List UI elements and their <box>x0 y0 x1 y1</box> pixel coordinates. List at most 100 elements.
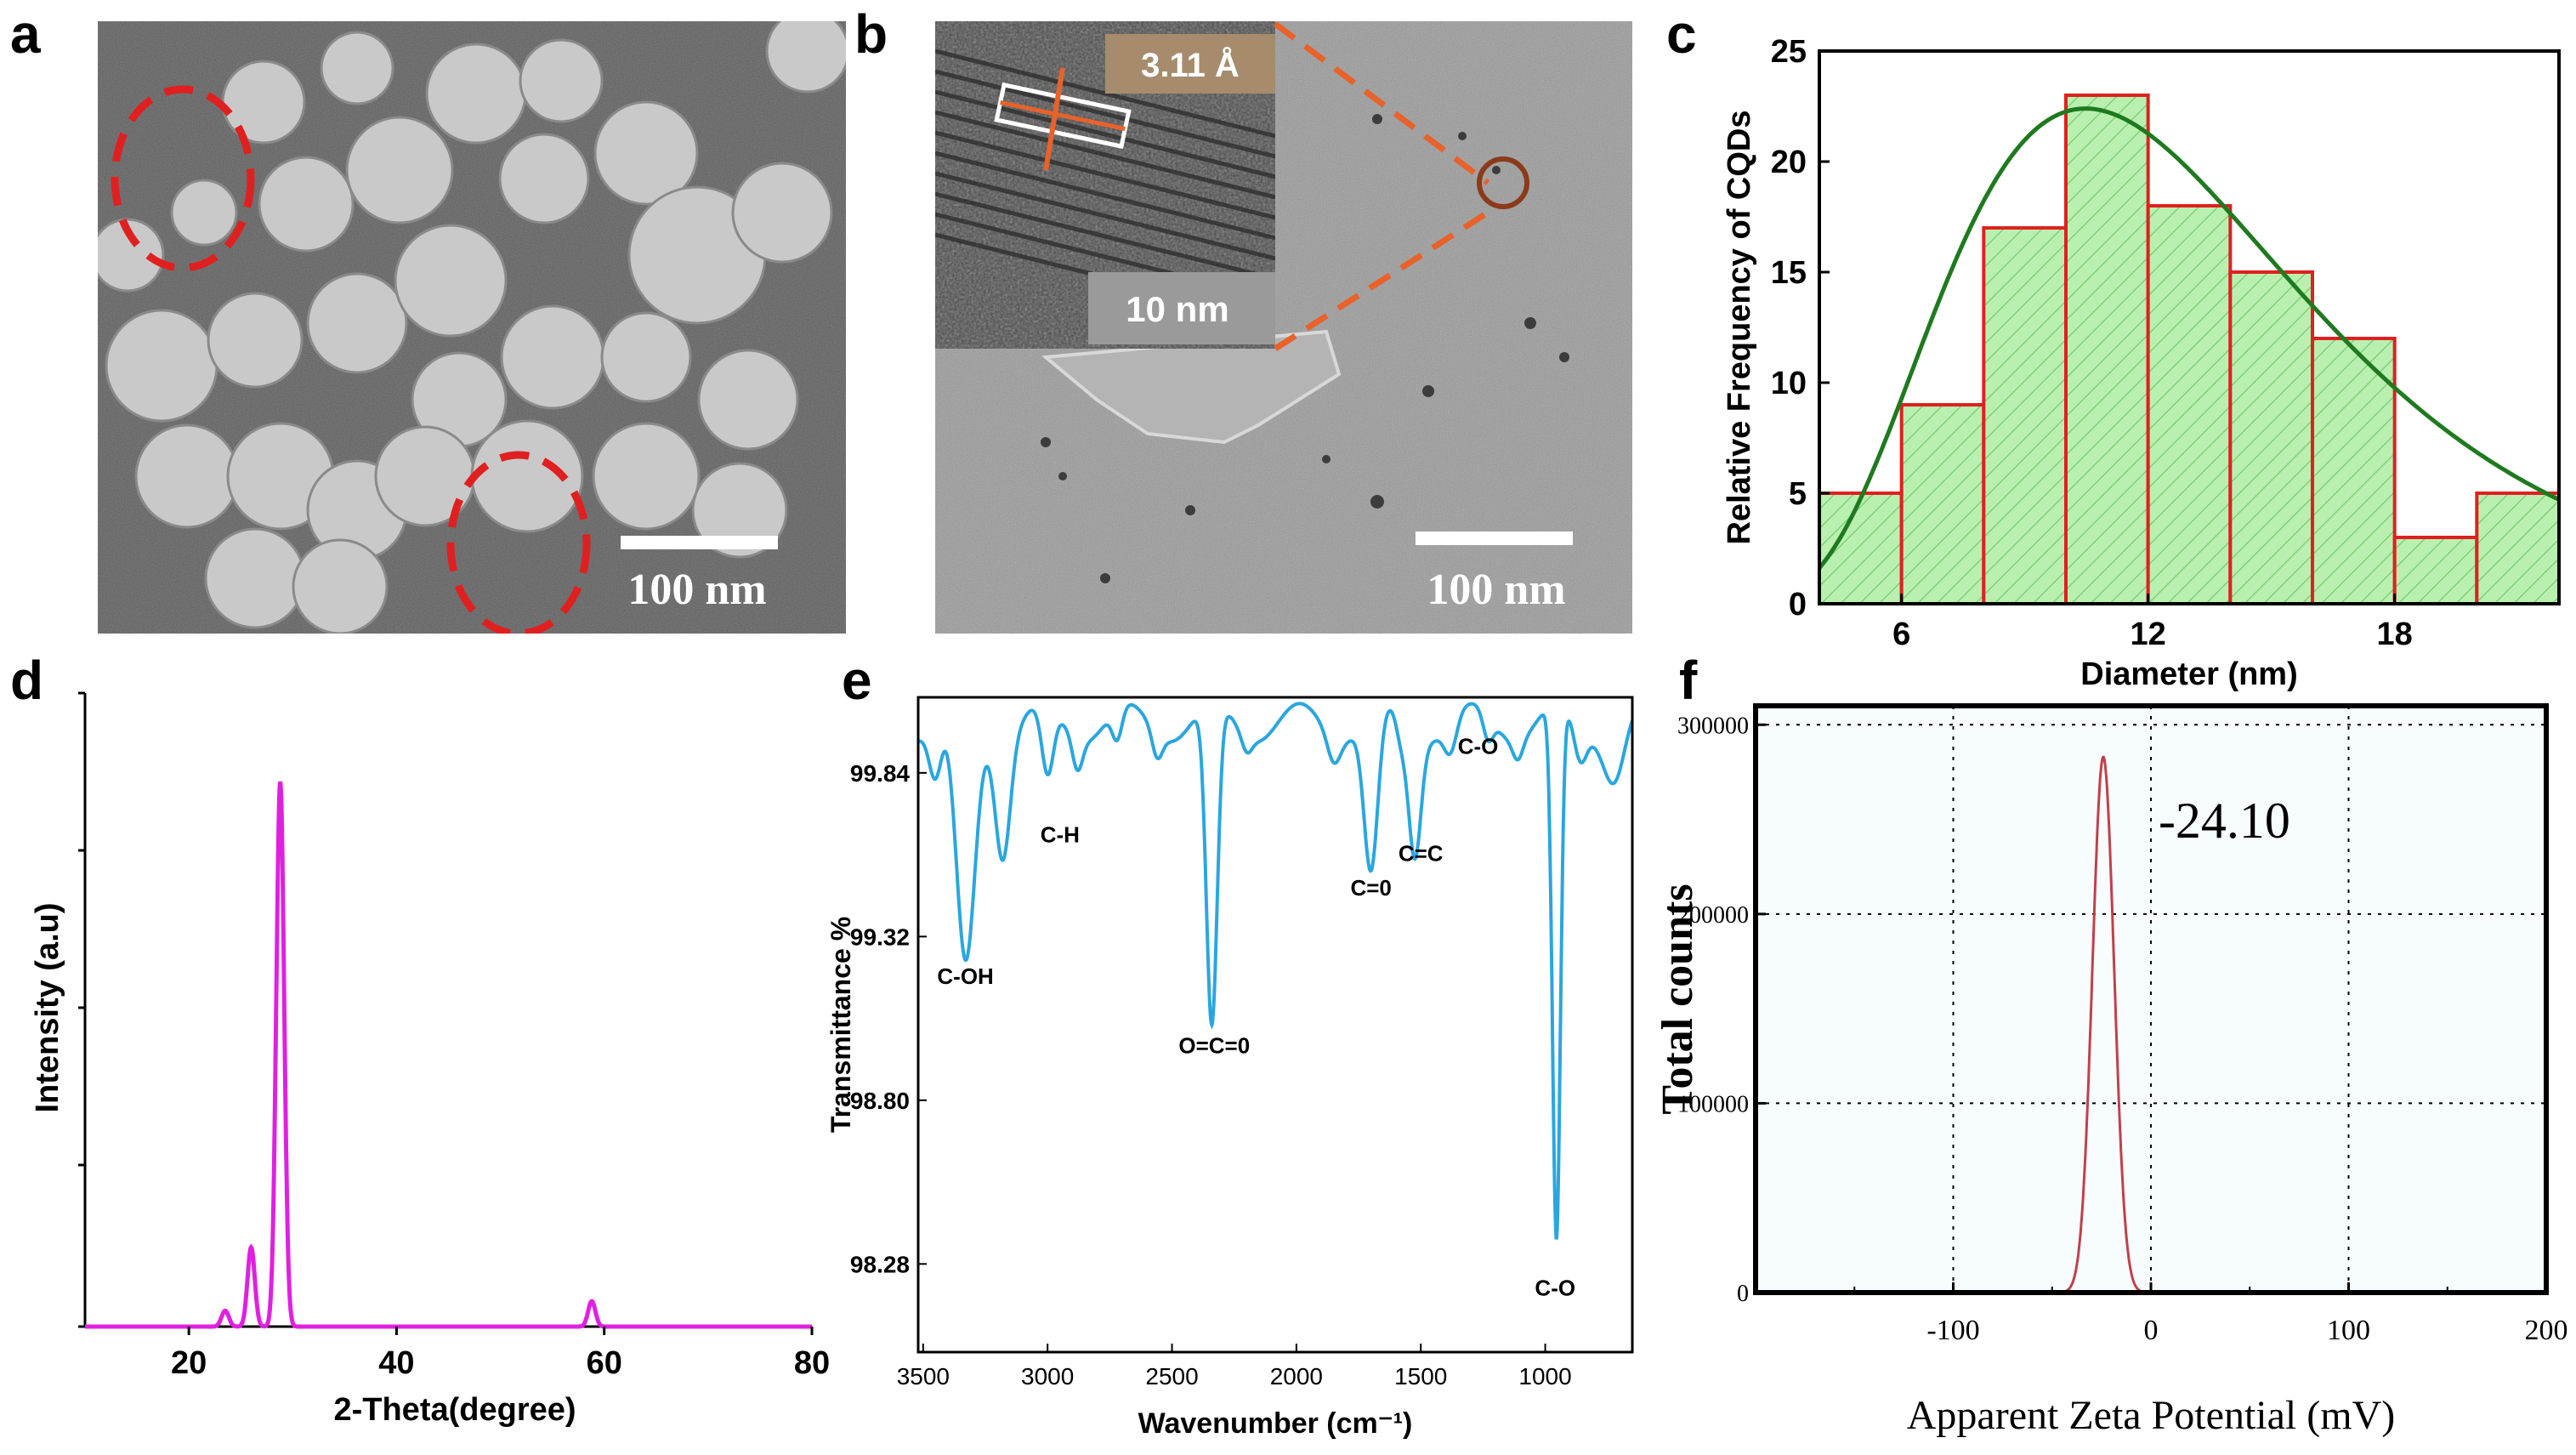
plot-background <box>1756 706 2546 1293</box>
peak-annotation: C=0 <box>1350 875 1391 901</box>
axis-ticks: -100 0 100 200 0 100000 200000 300000 <box>1677 713 2568 1346</box>
y-tick-label: 15 <box>1771 255 1807 291</box>
y-tick-label: 98.28 <box>850 1251 910 1277</box>
y-tick-label: 25 <box>1771 34 1807 70</box>
peak-annotation: C-O <box>1535 1275 1575 1300</box>
ftir-spectrum-line <box>918 702 1634 1240</box>
y-tick-label: 99.32 <box>850 924 910 950</box>
panel-label-d: d <box>10 650 43 711</box>
highlight-circle <box>446 451 591 634</box>
x-tick-label: 20 <box>171 1345 207 1381</box>
y-axis-label: Total counts <box>1654 884 1702 1114</box>
axis-ticks: 6 12 18 0 5 10 15 20 25 <box>1771 34 2413 652</box>
x-tick-label: 40 <box>378 1345 414 1381</box>
x-tick-label: 18 <box>2377 617 2413 652</box>
carbon-sheet <box>1041 329 1342 445</box>
quantum-dots <box>1041 114 1569 583</box>
histogram-bar <box>2146 204 2233 605</box>
lognormal-fit-curve <box>1818 106 2561 570</box>
x-tick-label: 3500 <box>897 1363 950 1390</box>
inset-scale-bg <box>1088 272 1275 344</box>
x-tick-label: 80 <box>794 1345 830 1381</box>
histogram-bar <box>2475 492 2561 605</box>
panel-label-a: a <box>10 3 41 65</box>
histogram-bar <box>1899 403 1986 605</box>
histogram-bar <box>2064 94 2150 605</box>
panel-d: d 20 40 60 80 2-Theta(degree) Intensity (a.… <box>10 650 830 1428</box>
y-tick-label: 99.84 <box>850 760 910 787</box>
x-axis-ticks: 20 40 60 80 <box>171 1327 830 1381</box>
scale-bar-label: 100 nm <box>1427 566 1565 614</box>
panel-b: b <box>854 3 1632 634</box>
x-tick-label: 12 <box>2131 617 2166 652</box>
panel-e: e 3500 3000 2500 2000 1500 1000 98.28 98.80 99.3… <box>826 650 1634 1440</box>
x-axis-label: Diameter (nm) <box>2080 656 2298 692</box>
lattice-label-bg <box>1105 34 1275 94</box>
plot-frame <box>916 696 1634 1354</box>
scale-bar <box>621 536 778 549</box>
peak-annotation: C-OH <box>937 963 993 989</box>
x-tick-label: 200 <box>2525 1315 2568 1346</box>
zoom-line <box>1274 210 1489 351</box>
scale-bar <box>1416 531 1573 545</box>
y-tick-label: 10 <box>1771 366 1807 401</box>
x-tick-label: 2000 <box>1270 1363 1323 1390</box>
y-tick-label: 100000 <box>1677 1091 1749 1117</box>
zoom-line <box>1273 21 1490 185</box>
y-axis-label: Transmittance % <box>826 917 856 1133</box>
y-tick-label: 20 <box>1771 145 1807 180</box>
lattice-marker <box>994 67 1132 171</box>
y-tick-label: 0 <box>1789 587 1807 622</box>
peak-annotation: C=C <box>1399 841 1444 867</box>
xrd-pattern-line <box>85 781 812 1329</box>
histogram-bar <box>2392 536 2479 605</box>
y-axis-label: Intensity (a.u) <box>30 902 65 1112</box>
x-tick-label: 0 <box>2144 1315 2159 1346</box>
y-tick-label: 300000 <box>1677 713 1749 739</box>
peak-annotation: C-O <box>1458 734 1499 759</box>
y-tick-label: 0 <box>1737 1281 1749 1307</box>
panel-label-b: b <box>854 3 888 65</box>
y-tick-label: 98.80 <box>850 1088 910 1114</box>
peak-annotation: O=C=0 <box>1178 1032 1250 1058</box>
panel-c: c 6 12 18 0 5 10 15 20 25 Diameter (nm) Relative… <box>1666 3 2561 692</box>
tem-image: 3.11 Å 10 nm 100 nm <box>935 21 1632 634</box>
x-tick-label: 3000 <box>1021 1363 1074 1390</box>
y-tick-label: 5 <box>1789 476 1807 512</box>
x-axis-label: Wavenumber (cm⁻¹) <box>1138 1407 1413 1440</box>
plot-frame <box>1818 49 2561 605</box>
x-tick-label: 1000 <box>1518 1363 1571 1390</box>
peak-annotation: C-H <box>1041 821 1080 847</box>
x-tick-label: 1500 <box>1394 1363 1447 1390</box>
peak-annotations: C-OH C-H O=C=0 C=0 C=C C-O C-O <box>937 734 1575 1301</box>
axis-ticks: 3500 3000 2500 2000 1500 1000 98.28 98.80 99.32 9… <box>850 760 1572 1390</box>
x-tick-label: 100 <box>2327 1315 2370 1346</box>
panel-label-c: c <box>1666 3 1697 65</box>
lattice-spacing-label: 3.11 Å <box>1141 46 1240 84</box>
histogram-bar <box>2228 270 2314 605</box>
y-tick-label: 200000 <box>1677 902 1749 929</box>
panel-a: a 100 <box>10 3 846 634</box>
x-axis-label: 2-Theta(degree) <box>333 1392 576 1428</box>
histogram-bars <box>1818 94 2561 605</box>
histogram-bar <box>2311 337 2397 605</box>
x-tick-label: 60 <box>587 1345 622 1381</box>
panel-label-f: f <box>1679 650 1698 711</box>
x-tick-label: 6 <box>1892 617 1910 652</box>
peak-value-label: -24.10 <box>2159 793 2290 849</box>
x-axis-label: Apparent Zeta Potential (mV) <box>1907 1393 2395 1438</box>
y-axis-label: Relative Frequency of CQDs <box>1722 110 1757 544</box>
panel-label-e: e <box>842 650 872 711</box>
sem-image: 100 nm <box>98 21 846 634</box>
highlight-circle <box>111 85 255 272</box>
x-tick-label: 2500 <box>1145 1363 1198 1390</box>
zoom-region-circle <box>1477 156 1529 209</box>
nanoparticle-cluster <box>98 21 846 634</box>
y-axis-ticks <box>78 691 85 1328</box>
x-tick-label: -100 <box>1926 1315 1979 1346</box>
histogram-bar <box>1982 226 2068 605</box>
inset-scale-label: 10 nm <box>1126 289 1228 329</box>
scale-bar-label: 100 nm <box>627 566 766 614</box>
